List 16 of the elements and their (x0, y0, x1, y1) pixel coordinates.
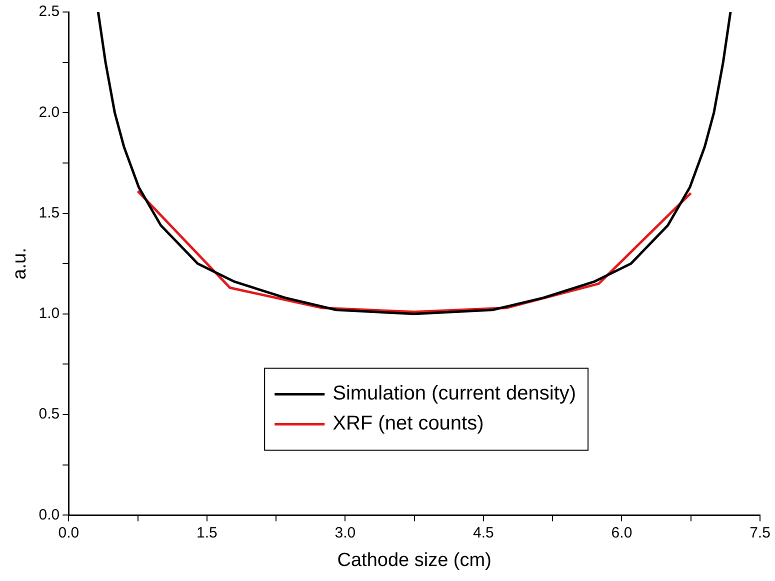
x-tick-label: 3.0 (334, 524, 356, 542)
y-tick-label: 2.5 (38, 3, 60, 20)
x-tick-label: 0.0 (58, 524, 80, 542)
x-tick-label: 4.5 (473, 524, 494, 542)
legend-label: XRF (net counts) (332, 412, 484, 435)
x-tick-label: 1.5 (196, 524, 218, 542)
y-tick-label: 0.0 (38, 506, 60, 524)
y-tick-label: 1.0 (38, 305, 60, 322)
y-tick-label: 1.5 (38, 204, 60, 222)
x-tick-label: 6.0 (611, 524, 632, 542)
legend-label: Simulation (current density) (332, 382, 576, 405)
y-tick-label: 0.5 (38, 406, 60, 423)
x-axis-title: Cathode size (cm) (337, 550, 492, 571)
y-tick-label: 2.0 (38, 104, 60, 121)
x-tick-label: 7.5 (750, 524, 770, 542)
y-axis-title: a.u. (10, 248, 31, 280)
